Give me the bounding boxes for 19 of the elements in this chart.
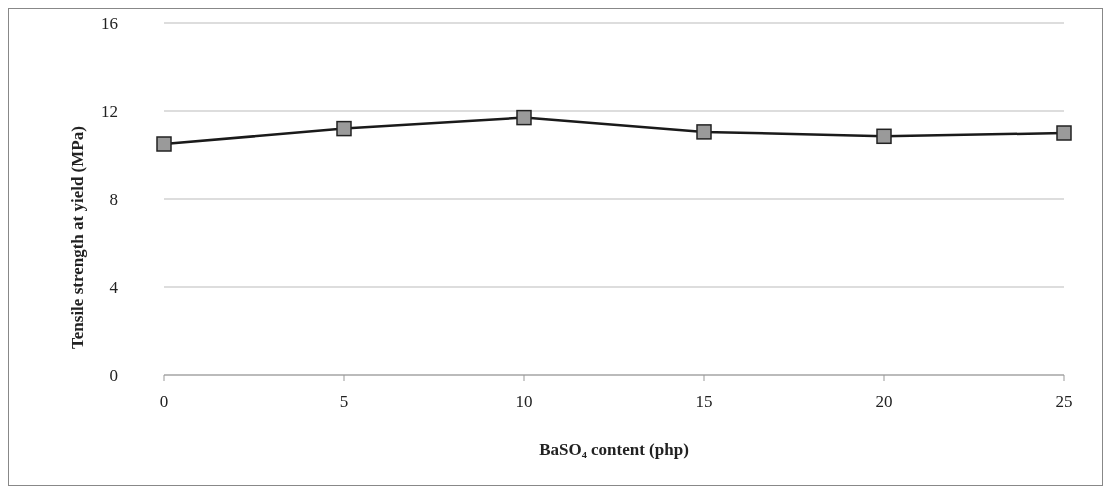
x-tick-label: 0 [159, 392, 169, 412]
point [516, 109, 532, 126]
y-tick-label: 16 [101, 14, 118, 34]
x-tick-label: 20 [875, 392, 893, 412]
y-tick-label: 8 [109, 190, 118, 210]
point [336, 120, 352, 137]
point [1056, 125, 1072, 141]
point [876, 128, 892, 145]
x-tick-label: 25 [1055, 392, 1073, 412]
point [696, 124, 712, 140]
y-tick-label: 0 [109, 366, 118, 386]
x-tick-label: 5 [339, 392, 349, 412]
x-tick-label: 10 [515, 392, 533, 412]
x-axis-title: BaSO₄ content (php) [539, 440, 689, 459]
y-tick-label: 4 [109, 278, 119, 298]
y-tick-label: 12 [101, 102, 118, 122]
x-tick-label: 15 [695, 392, 713, 412]
point [156, 136, 172, 152]
y-axis-title: Tensile strength at yield (MPa) [68, 126, 88, 349]
